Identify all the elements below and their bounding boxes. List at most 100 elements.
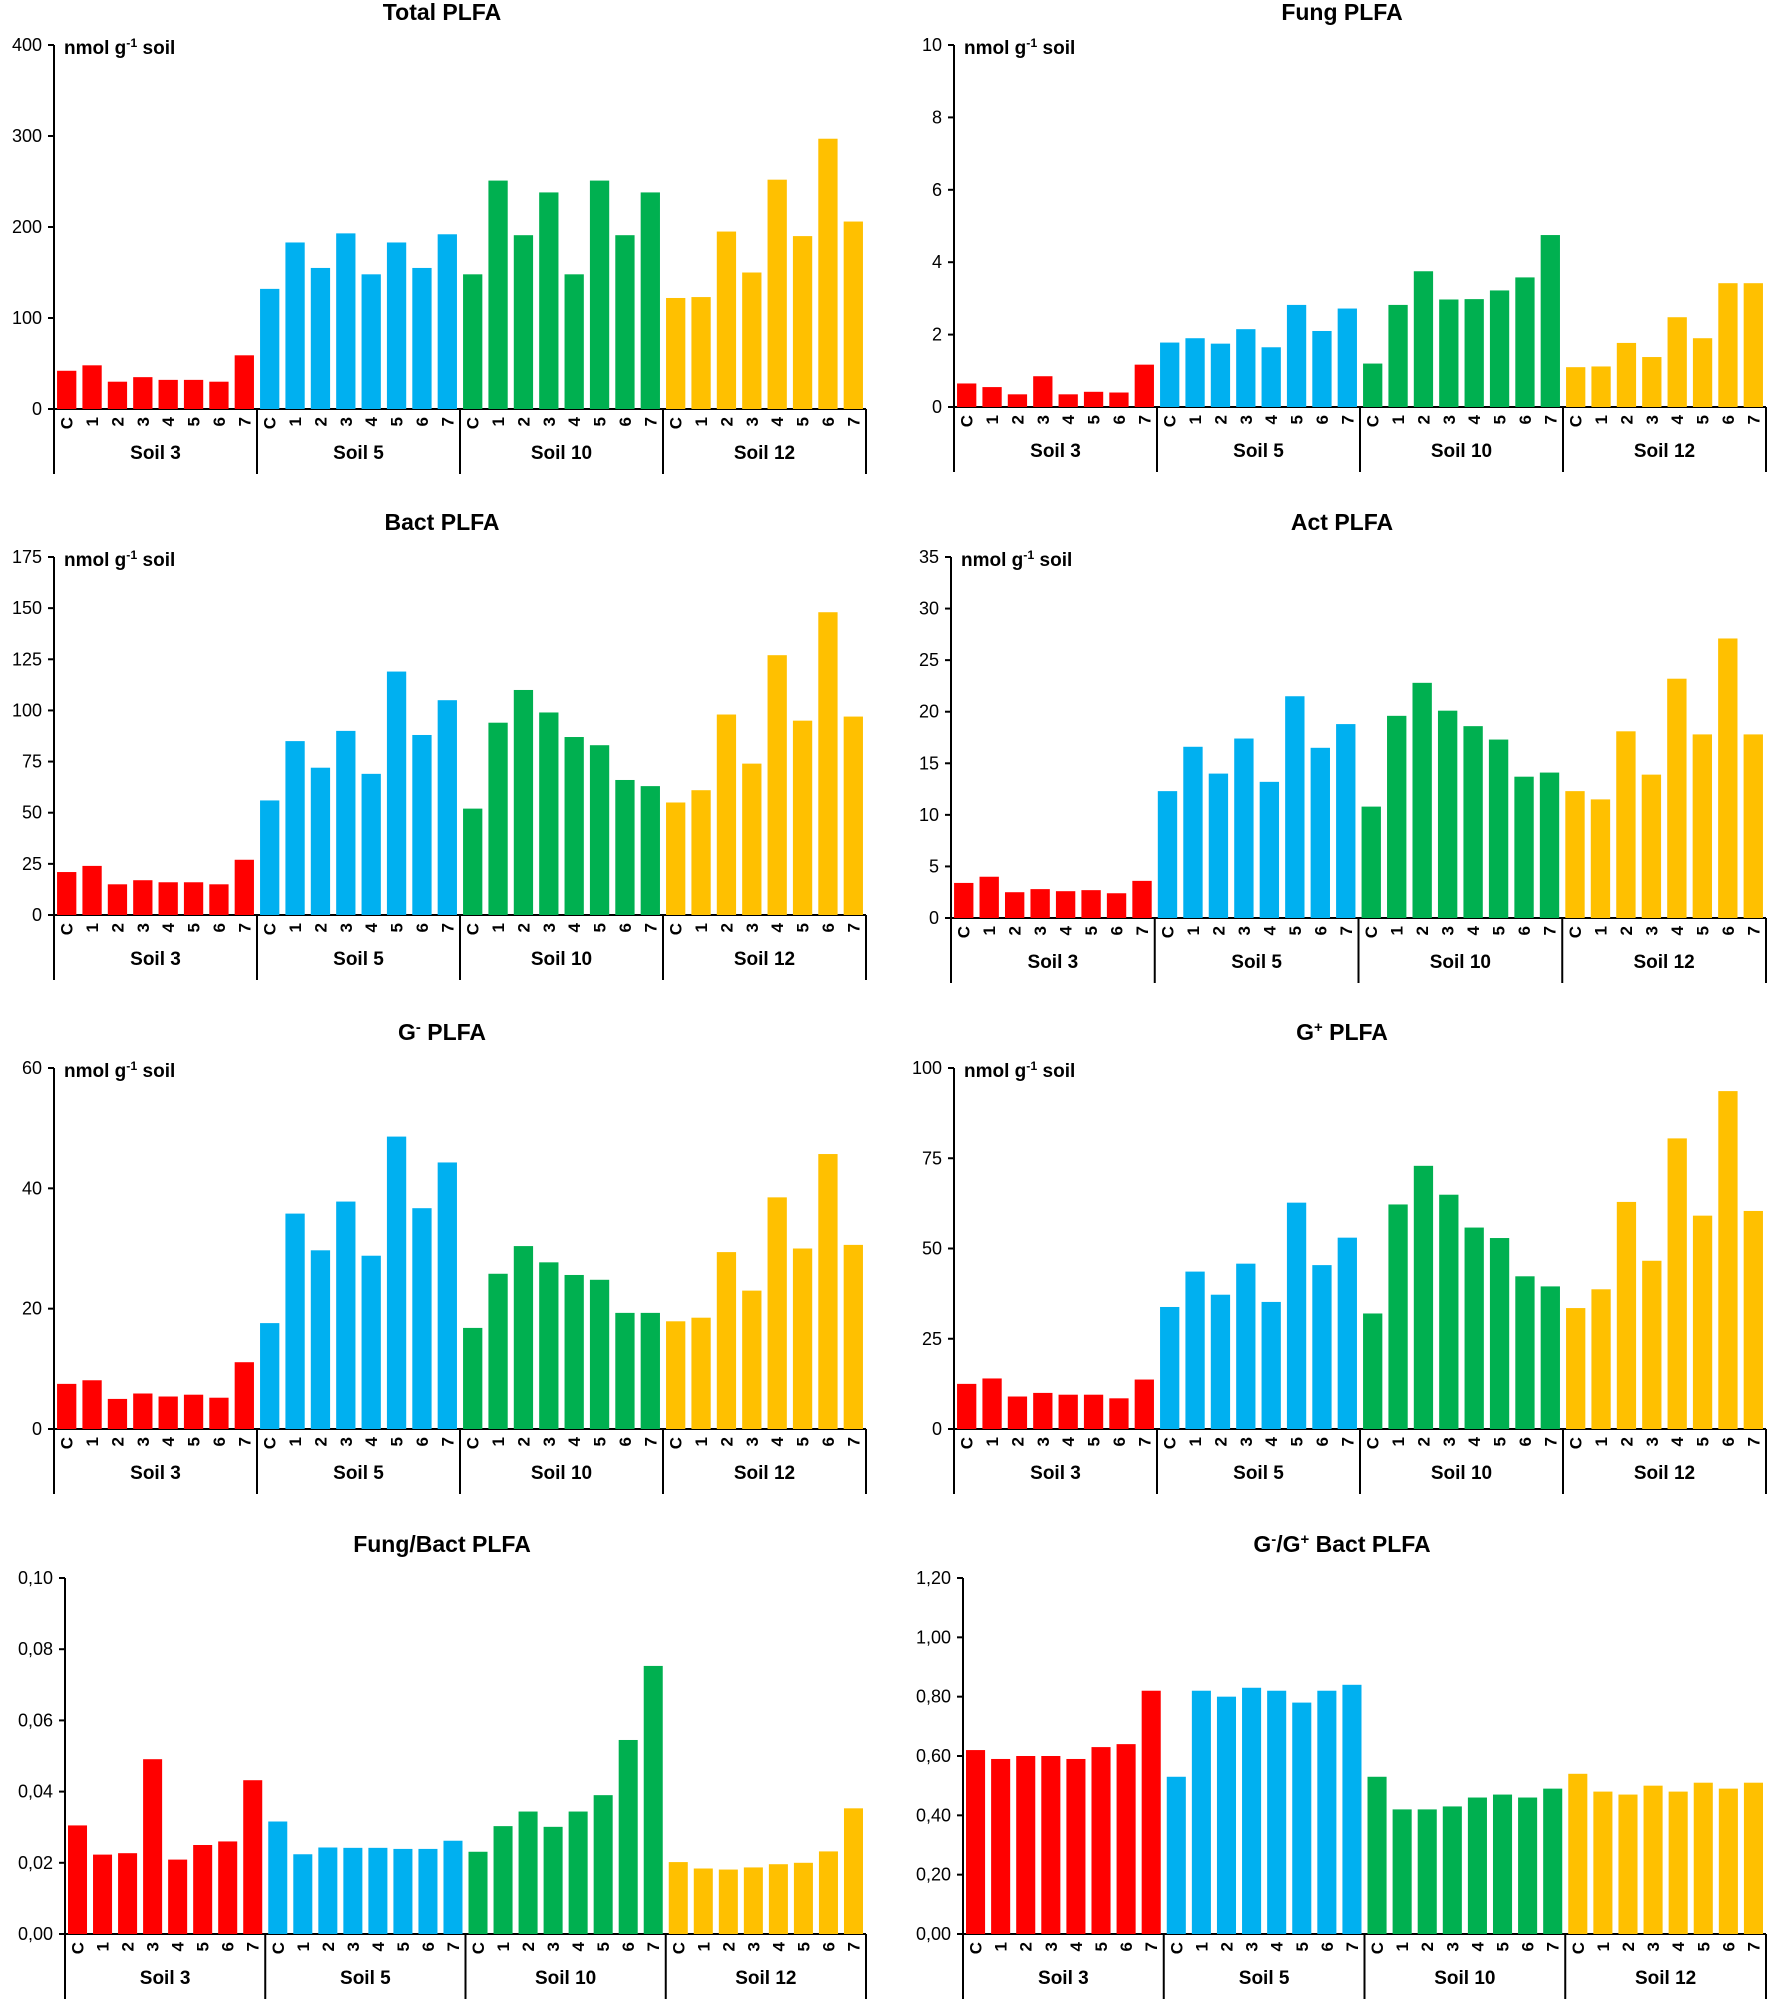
x-category-label: 3 bbox=[544, 1942, 563, 1951]
group-label: Soil 3 bbox=[1028, 952, 1079, 973]
group-label: Soil 5 bbox=[333, 443, 384, 464]
x-category-label: C bbox=[69, 1942, 88, 1954]
x-category-label: 2 bbox=[1413, 926, 1432, 935]
bar bbox=[1157, 791, 1178, 918]
y-tick-label: 0,04 bbox=[18, 1782, 53, 1802]
x-category-label: 5 bbox=[1085, 1437, 1104, 1446]
bar bbox=[293, 1854, 313, 1934]
x-category-label: 5 bbox=[1092, 1942, 1111, 1951]
x-category-label: 2 bbox=[717, 1437, 736, 1446]
bar bbox=[1515, 1276, 1535, 1429]
x-category-label: 4 bbox=[159, 1436, 178, 1446]
x-category-label: 4 bbox=[565, 922, 584, 932]
bar bbox=[437, 1162, 457, 1429]
bar bbox=[1667, 317, 1687, 407]
x-category-label: 1 bbox=[1184, 926, 1203, 935]
x-category-label: 7 bbox=[1541, 926, 1560, 935]
bar bbox=[568, 1811, 588, 1934]
bar bbox=[1004, 892, 1025, 918]
x-category-label: 4 bbox=[769, 1941, 788, 1951]
bar bbox=[133, 1393, 153, 1429]
x-category-label: 6 bbox=[1516, 1437, 1535, 1446]
x-category-label: C bbox=[58, 417, 77, 429]
x-category-label: 3 bbox=[1237, 415, 1256, 424]
x-category-label: 6 bbox=[819, 923, 838, 932]
group-label: Soil 5 bbox=[1233, 1463, 1284, 1484]
bar bbox=[792, 720, 813, 915]
x-category-label: 4 bbox=[1464, 925, 1483, 935]
x-category-label: 7 bbox=[1337, 926, 1356, 935]
bar bbox=[979, 876, 999, 918]
x-category-label: 5 bbox=[594, 1942, 613, 1951]
x-category-label: 7 bbox=[1541, 1437, 1560, 1446]
x-category-label: C bbox=[667, 417, 686, 429]
x-category-label: 1 bbox=[692, 417, 711, 426]
x-category-label: 3 bbox=[337, 923, 356, 932]
y-tick-label: 100 bbox=[12, 308, 42, 328]
y-tick-label: 5 bbox=[929, 856, 939, 876]
y-tick-label: 25 bbox=[922, 1329, 942, 1349]
x-category-label: 3 bbox=[1042, 1942, 1061, 1951]
x-category-label: 2 bbox=[1008, 415, 1027, 424]
x-category-label: 6 bbox=[619, 1942, 638, 1951]
x-category-label: C bbox=[1161, 1437, 1180, 1449]
group-label: Soil 12 bbox=[734, 949, 795, 970]
x-category-label: 6 bbox=[1313, 1437, 1332, 1446]
unit-label: nmol g-1 soil bbox=[64, 1059, 175, 1082]
x-category-label: 5 bbox=[394, 1942, 413, 1951]
x-category-label: 7 bbox=[844, 417, 863, 426]
x-category-label: C bbox=[958, 1437, 977, 1449]
bar bbox=[1292, 1702, 1312, 1934]
x-category-label: C bbox=[1158, 926, 1177, 938]
bar bbox=[1439, 1194, 1459, 1429]
bar bbox=[1437, 710, 1458, 918]
x-category-label: 7 bbox=[641, 923, 660, 932]
x-category-label: 1 bbox=[694, 1942, 713, 1951]
bar bbox=[143, 1759, 163, 1934]
x-category-label: 7 bbox=[244, 1942, 263, 1951]
bar bbox=[1388, 304, 1408, 407]
group-label: Soil 5 bbox=[1233, 441, 1284, 462]
bar bbox=[1464, 299, 1484, 407]
bar bbox=[1593, 1791, 1613, 1934]
bar bbox=[1591, 1289, 1611, 1429]
bar bbox=[691, 790, 711, 915]
x-category-label: 3 bbox=[1034, 1437, 1053, 1446]
bar bbox=[666, 297, 686, 409]
x-category-label: 6 bbox=[210, 417, 229, 426]
bar bbox=[1642, 357, 1662, 407]
bar bbox=[437, 700, 457, 915]
bar bbox=[310, 1250, 331, 1429]
bar bbox=[1463, 726, 1483, 918]
bar bbox=[691, 297, 711, 409]
bar bbox=[1016, 1756, 1036, 1934]
bar bbox=[260, 800, 280, 915]
x-category-label: 6 bbox=[1110, 415, 1129, 424]
x-category-label: 6 bbox=[819, 1437, 838, 1446]
x-category-label: 1 bbox=[983, 1437, 1002, 1446]
bar bbox=[158, 882, 178, 915]
y-tick-label: 40 bbox=[22, 1178, 42, 1198]
x-category-label: 2 bbox=[1217, 1942, 1236, 1951]
bar bbox=[743, 1867, 763, 1934]
x-category-label: 5 bbox=[591, 923, 610, 932]
x-category-label: 2 bbox=[108, 417, 127, 426]
x-category-label: 5 bbox=[1694, 1942, 1713, 1951]
bar bbox=[1191, 1690, 1211, 1934]
y-tick-label: 8 bbox=[932, 107, 942, 127]
bar bbox=[1259, 781, 1280, 918]
bar bbox=[615, 235, 635, 409]
bar bbox=[82, 865, 102, 915]
bar bbox=[1667, 1138, 1687, 1429]
bar bbox=[1668, 1791, 1688, 1934]
x-category-label: 2 bbox=[1617, 926, 1636, 935]
x-category-label: C bbox=[58, 1437, 77, 1449]
x-category-label: 1 bbox=[286, 417, 305, 426]
y-tick-label: 175 bbox=[12, 547, 42, 567]
bar bbox=[843, 1808, 863, 1934]
bar bbox=[1261, 1301, 1281, 1429]
bar bbox=[468, 1851, 488, 1934]
bar bbox=[1492, 1794, 1513, 1934]
x-category-label: 4 bbox=[159, 416, 178, 426]
x-category-label: 6 bbox=[1515, 926, 1534, 935]
